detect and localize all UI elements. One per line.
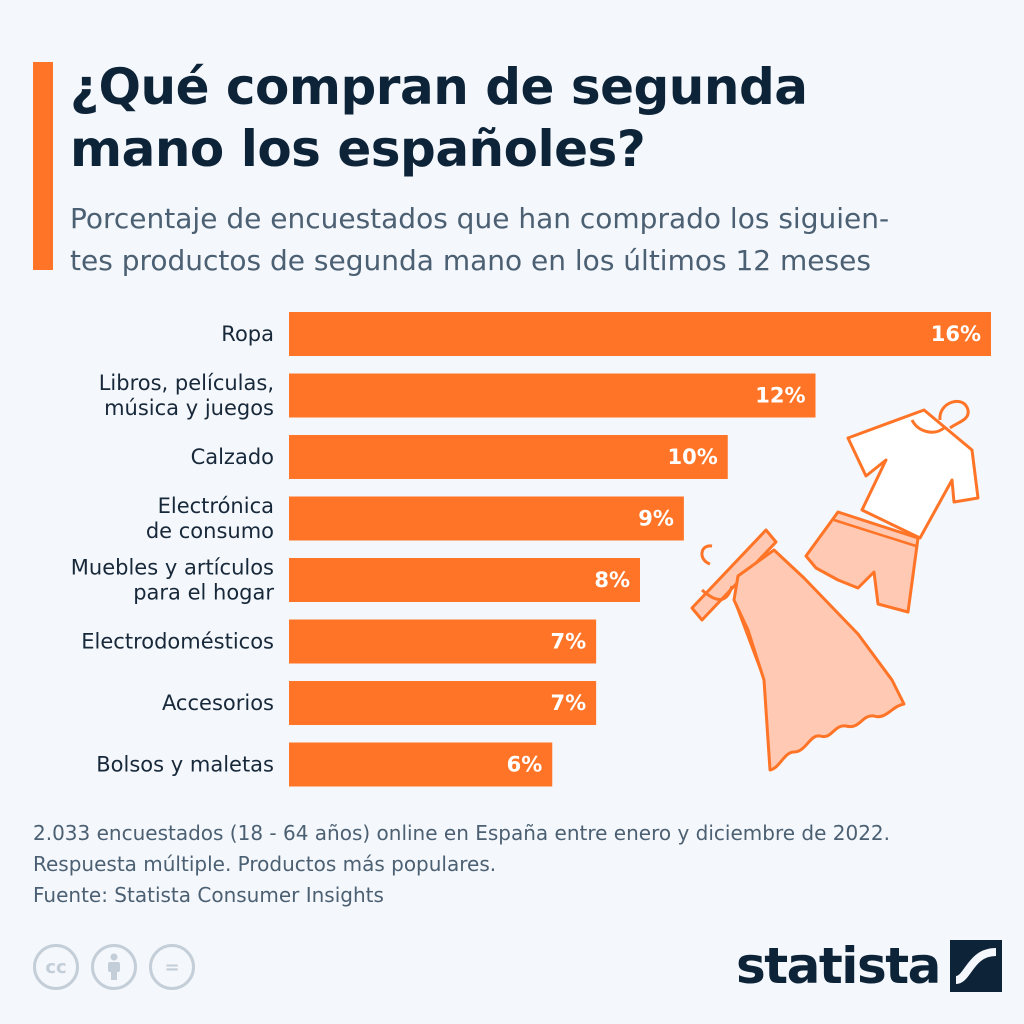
bar: [289, 435, 728, 479]
category-label: Ropa: [221, 322, 274, 346]
value-label: 9%: [638, 507, 674, 531]
category-label: Bolsos y maletas: [96, 753, 274, 777]
clothing-illustration: [690, 399, 980, 772]
footnote-survey: 2.033 encuestados (18 - 64 años) online …: [33, 821, 891, 845]
chart-title-line: mano los españoles?: [70, 120, 646, 178]
cc-icon[interactable]: cc: [33, 944, 79, 990]
logo-wordmark: statista: [736, 937, 941, 995]
attribution-icon[interactable]: [91, 944, 137, 990]
footnote-source: Fuente: Statista Consumer Insights: [33, 883, 384, 907]
value-label: 16%: [931, 322, 981, 346]
bar: [289, 681, 597, 725]
category-label: Calzado: [191, 445, 274, 469]
value-label: 10%: [667, 445, 717, 469]
bar: [289, 312, 991, 356]
title-accent-bar: [33, 62, 53, 270]
dress-hanger-icon: [690, 528, 906, 772]
value-label: 7%: [550, 630, 586, 654]
value-label: 6%: [507, 753, 543, 777]
tshirt-hanger-icon: [846, 399, 980, 540]
value-label: 12%: [755, 384, 805, 408]
category-label: Libros, películas, música y juegos: [99, 371, 274, 420]
statista-logo[interactable]: statista: [736, 938, 1002, 994]
chart-subtitle-line: tes productos de segunda mano en los últ…: [70, 244, 871, 277]
chart-title: ¿Qué compran de segunda mano los español…: [70, 56, 990, 180]
license-icons: cc =: [33, 944, 195, 990]
bar: [289, 619, 597, 664]
shorts-icon: [804, 510, 920, 614]
bar-chart: 16% Ropa 12% Libros, películas, música y jue…: [71, 312, 991, 787]
category-label: Accesorios: [162, 691, 274, 715]
chart-subtitle-line: Porcentaje de encuestados que han compra…: [70, 202, 890, 235]
category-label: Electrónica de consumo: [146, 494, 274, 543]
footnote-note: Respuesta múltiple. Productos más popula…: [33, 852, 497, 876]
value-label: 8%: [594, 568, 630, 592]
bar: [289, 373, 816, 418]
footnote: 2.033 encuestados (18 - 64 años) online …: [33, 818, 1008, 911]
bar: [289, 558, 640, 602]
category-label: Electrodomésticos: [81, 630, 274, 654]
bar: [289, 496, 684, 541]
chart-subtitle: Porcentaje de encuestados que han compra…: [70, 198, 1010, 282]
chart-title-line: ¿Qué compran de segunda: [70, 58, 808, 116]
category-label: Muebles y artículos para el hogar: [71, 556, 275, 605]
statista-mark-icon: [949, 940, 1002, 992]
bar: [289, 742, 553, 787]
value-label: 7%: [550, 691, 586, 715]
no-derivatives-icon[interactable]: =: [149, 944, 195, 990]
